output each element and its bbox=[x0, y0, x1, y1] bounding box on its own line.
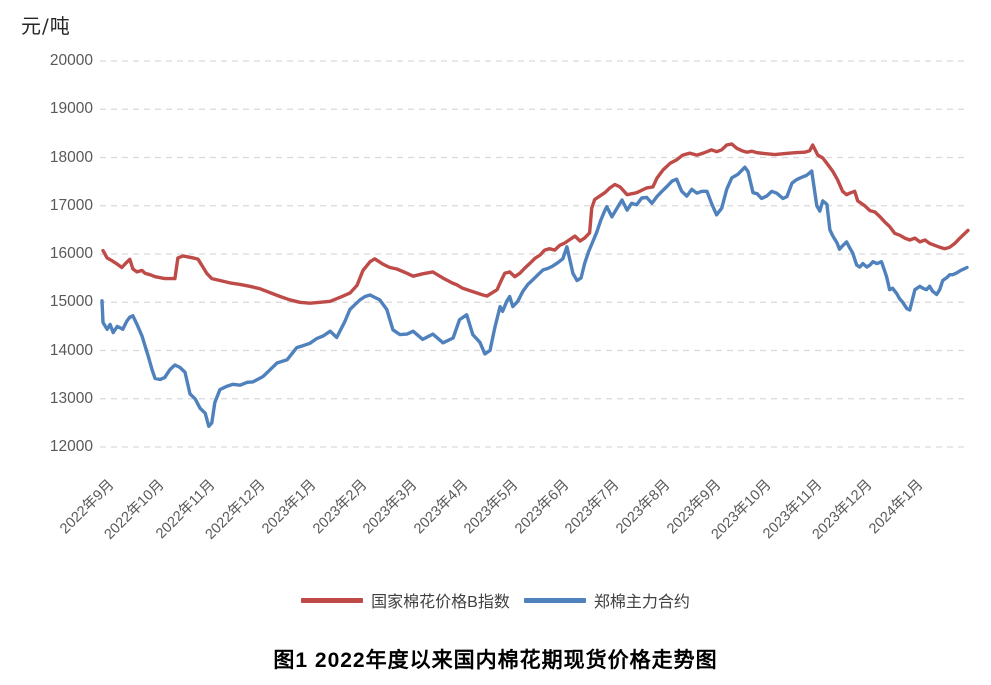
futures-blue-line-swatch bbox=[523, 597, 586, 603]
y-tick-label: 17000 bbox=[49, 196, 93, 214]
y-axis-unit-label: 元/吨 bbox=[21, 14, 71, 38]
legend-item-b-index: 国家棉花价格B指数 bbox=[301, 588, 510, 612]
y-tick-label: 15000 bbox=[49, 293, 93, 311]
chart-legend: 国家棉花价格B指数 郑棉主力合约 bbox=[0, 588, 991, 612]
y-tick-label: 18000 bbox=[49, 148, 93, 166]
y-tick-label: 12000 bbox=[49, 438, 93, 455]
y-tick-label: 14000 bbox=[49, 341, 93, 359]
b-index-red-line-swatch bbox=[301, 597, 364, 603]
y-tick-label: 19000 bbox=[49, 100, 93, 118]
legend-item-futures: 郑棉主力合约 bbox=[523, 588, 690, 612]
series-line-0 bbox=[101, 142, 970, 305]
legend-label-futures: 郑棉主力合约 bbox=[593, 594, 690, 611]
figure-caption: 图1 2022年度以来国内棉花期现货价格走势图 bbox=[273, 649, 718, 672]
y-tick-label: 20000 bbox=[49, 52, 93, 69]
legend-label-b-index: 国家棉花价格B指数 bbox=[371, 594, 510, 611]
series-line-1 bbox=[100, 165, 969, 428]
y-tick-label: 13000 bbox=[49, 389, 93, 407]
y-tick-label: 16000 bbox=[49, 245, 93, 262]
